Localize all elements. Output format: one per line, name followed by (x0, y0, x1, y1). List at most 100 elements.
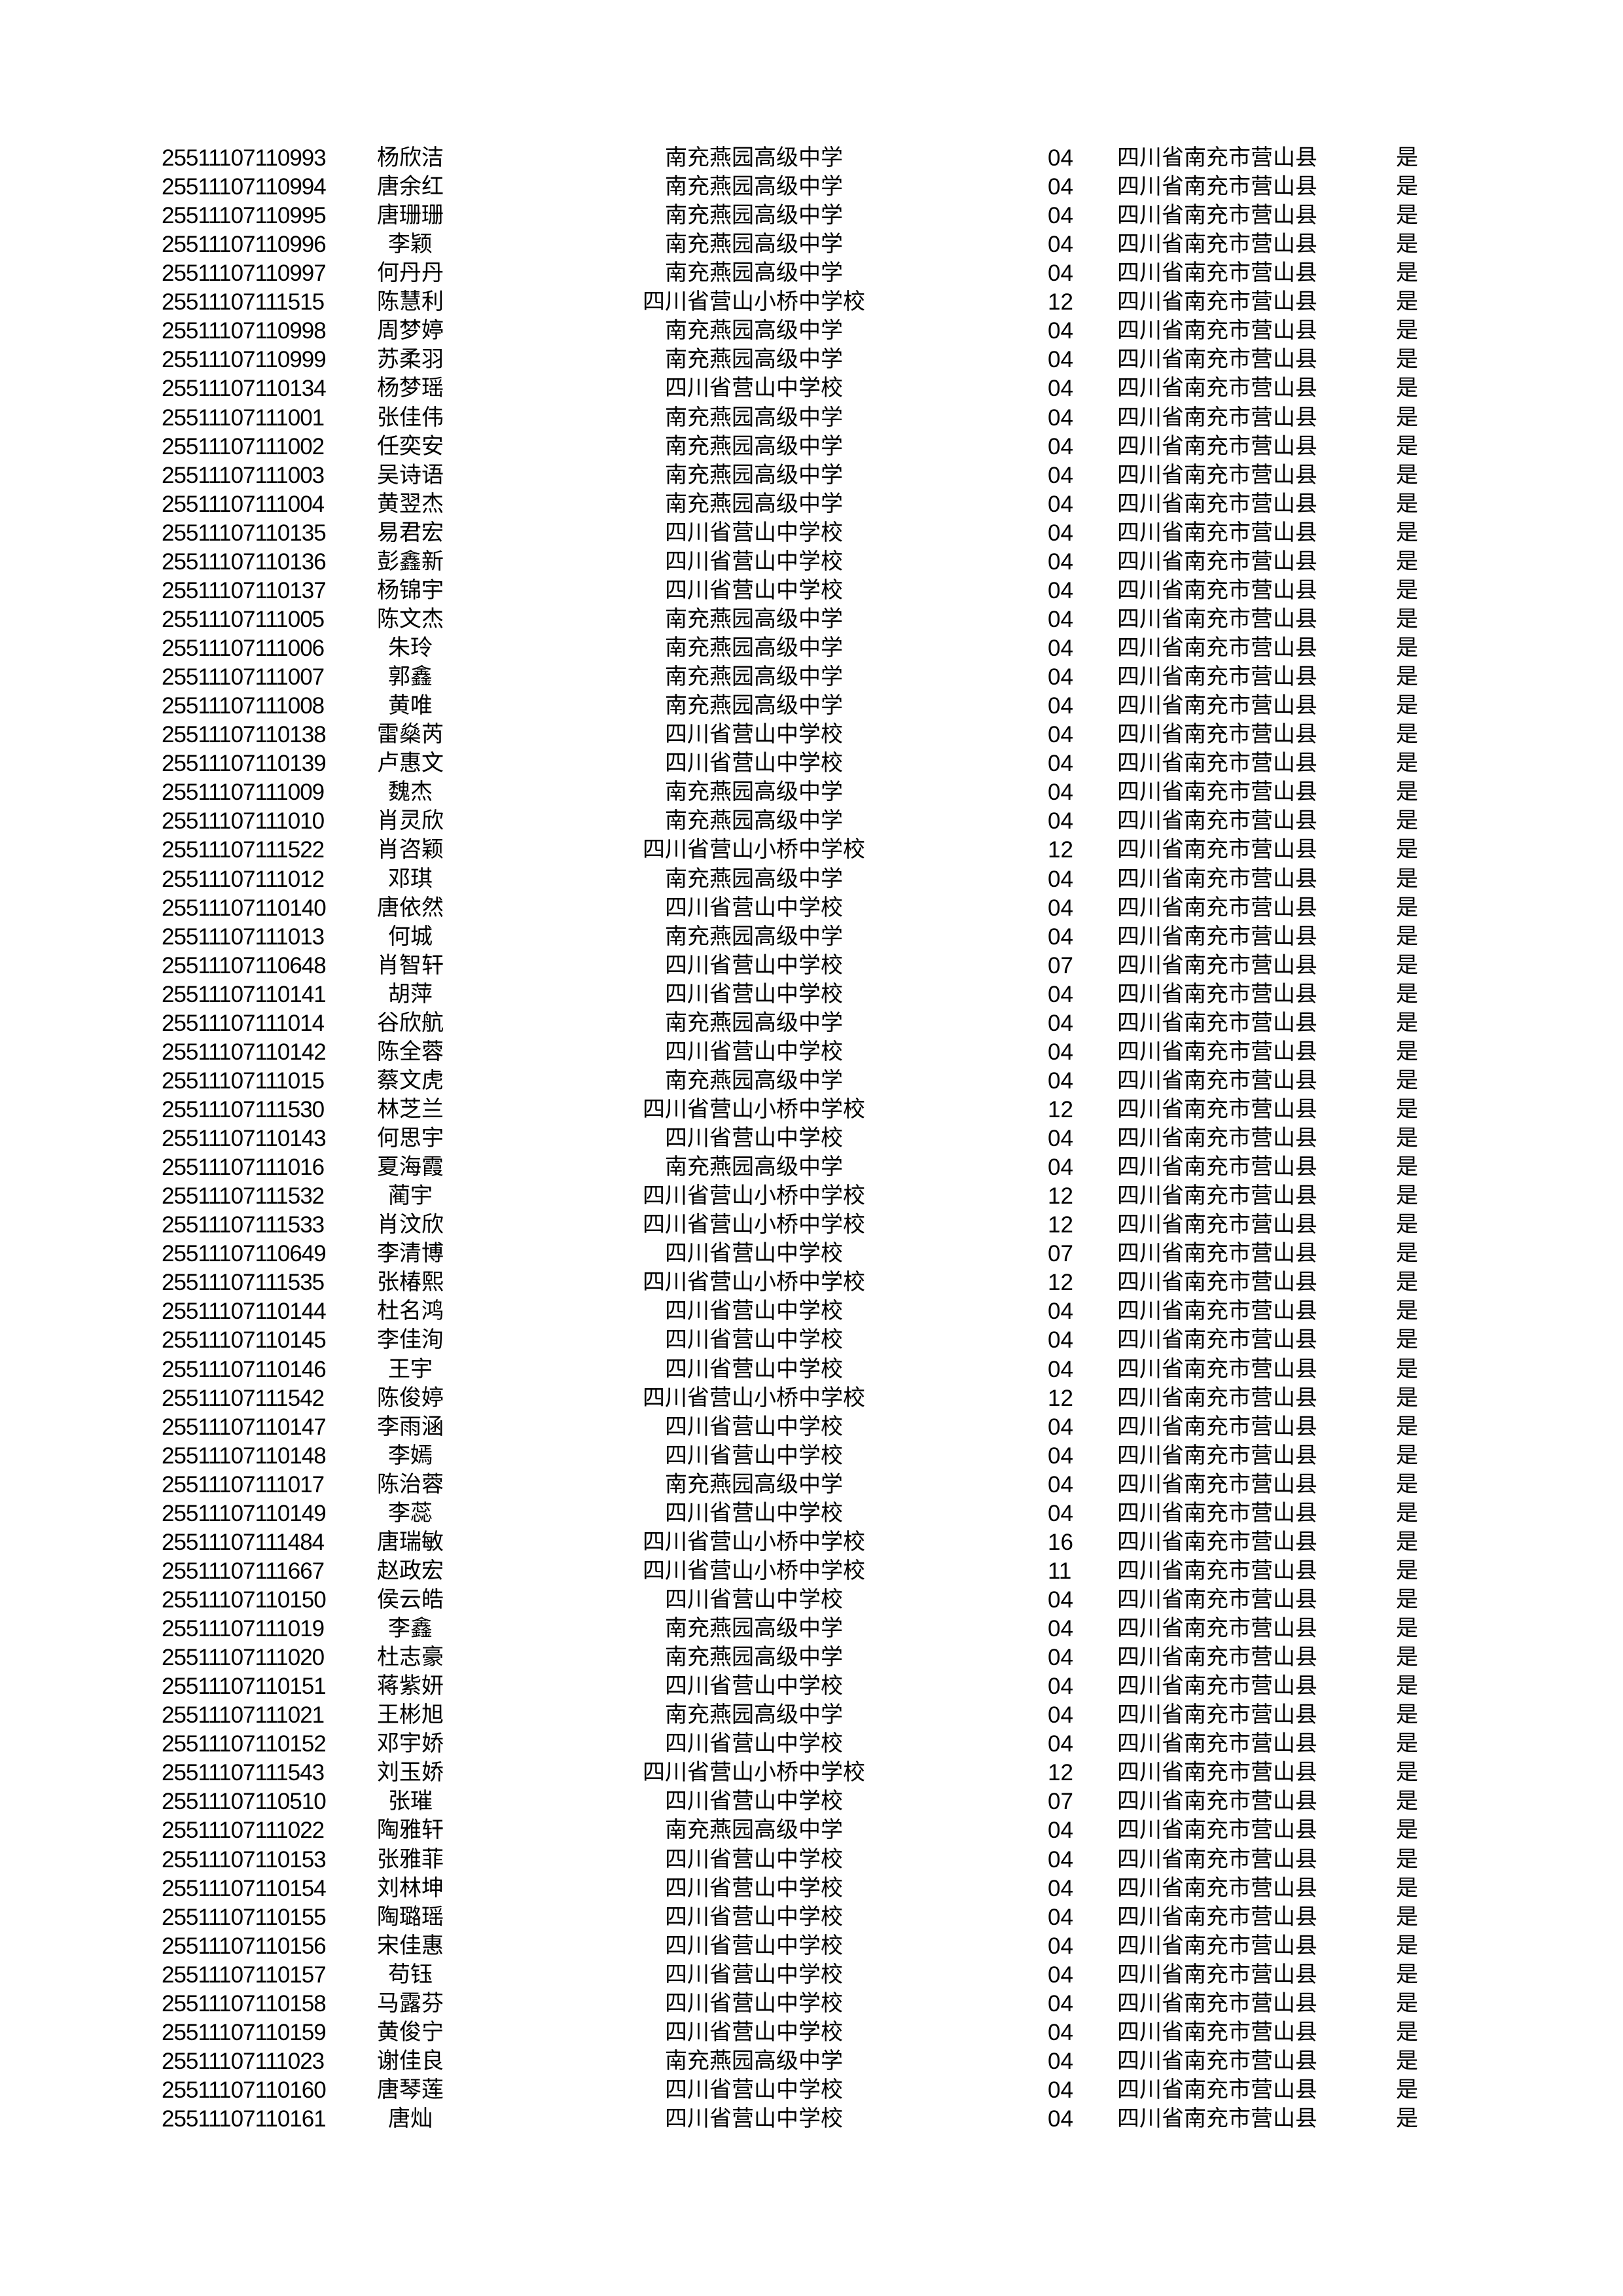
table-row: 25511107110996 李颖 南充燕园高级中学 04 四川省南充市营山县 是 (0, 230, 1623, 259)
district-cell: 四川省南充市营山县 (1117, 982, 1317, 1007)
school-cell: 南充燕园高级中学 (665, 924, 843, 949)
code-cell: 04 (1048, 1645, 1073, 1671)
code-cell: 04 (1048, 433, 1073, 459)
confirm-flag-cell: 是 (1396, 1213, 1418, 1238)
student-id-cell: 25511107111535 (162, 1270, 325, 1296)
confirm-flag-cell: 是 (1396, 1905, 1418, 1929)
table-row: 25511107111016 夏海霞 南充燕园高级中学 04 四川省南充市营山县 是 (0, 1153, 1623, 1182)
student-name-cell: 李清博 (377, 1242, 444, 1266)
student-name-cell: 任奕安 (377, 434, 444, 459)
district-cell: 四川省南充市营山县 (1117, 175, 1317, 200)
code-cell: 04 (1048, 577, 1073, 603)
table-row: 25511107110149 李蕊 四川省营山中学校 04 四川省南充市营山县 是 (0, 1499, 1623, 1528)
table-row: 25511107111002 任奕安 南充燕园高级中学 04 四川省南充市营山县 是 (0, 433, 1623, 461)
student-id-cell: 25511107111017 (162, 1471, 325, 1498)
code-cell: 04 (1048, 981, 1073, 1007)
table-row: 25511107110138 雷燊芮 四川省营山中学校 04 四川省南充市营山县 是 (0, 721, 1623, 749)
school-cell: 南充燕园高级中学 (665, 1068, 843, 1093)
school-cell: 四川省营山中学校 (665, 982, 843, 1007)
confirm-flag-cell: 是 (1396, 1933, 1418, 1958)
table-row: 25511107110510 张璀 四川省营山中学校 07 四川省南充市营山县 是 (0, 1787, 1623, 1816)
confirm-flag-cell: 是 (1396, 723, 1418, 747)
school-cell: 南充燕园高级中学 (665, 2049, 843, 2073)
code-cell: 04 (1048, 1356, 1073, 1382)
table-row: 25511107111020 杜志豪 南充燕园高级中学 04 四川省南充市营山县 是 (0, 1643, 1623, 1672)
student-id-cell: 25511107110153 (162, 1846, 327, 1873)
school-cell: 四川省营山中学校 (665, 1126, 843, 1151)
code-cell: 12 (1048, 1183, 1073, 1210)
school-cell: 四川省营山中学校 (665, 1501, 843, 1526)
student-name-cell: 唐珊珊 (377, 204, 444, 228)
school-cell: 四川省营山中学校 (665, 723, 843, 747)
district-cell: 四川省南充市营山县 (1117, 1126, 1317, 1151)
confirm-flag-cell: 是 (1396, 751, 1418, 776)
table-row: 25511107111542 陈俊婷 四川省营山小桥中学校 12 四川省南充市营山县 是 (0, 1384, 1623, 1413)
district-cell: 四川省南充市营山县 (1117, 809, 1317, 834)
district-cell: 四川省南充市营山县 (1117, 1184, 1317, 1209)
student-name-cell: 肖灵欣 (377, 809, 444, 834)
student-name-cell: 肖汶欣 (377, 1213, 444, 1238)
student-name-cell: 李佳洵 (377, 1328, 444, 1353)
confirm-flag-cell: 是 (1396, 1357, 1418, 1382)
code-cell: 04 (1048, 260, 1073, 287)
table-row: 25511107111019 李鑫 南充燕园高级中学 04 四川省南充市营山县 是 (0, 1615, 1623, 1643)
code-cell: 04 (1048, 1500, 1073, 1526)
confirm-flag-cell: 是 (1396, 348, 1418, 372)
district-cell: 四川省南充市营山县 (1117, 232, 1317, 257)
school-cell: 南充燕园高级中学 (665, 665, 843, 690)
code-cell: 04 (1048, 1616, 1073, 1642)
confirm-flag-cell: 是 (1396, 694, 1418, 719)
table-row: 25511107110150 侯云皓 四川省营山中学校 04 四川省南充市营山县 是 (0, 1586, 1623, 1615)
student-id-cell: 25511107110158 (162, 1990, 327, 2017)
student-id-cell: 25511107110145 (162, 1327, 327, 1354)
school-cell: 南充燕园高级中学 (665, 780, 843, 805)
confirm-flag-cell: 是 (1396, 665, 1418, 690)
student-id-cell: 25511107111667 (162, 1558, 325, 1584)
table-row: 25511107110995 唐珊珊 南充燕园高级中学 04 四川省南充市营山县 是 (0, 202, 1623, 230)
confirm-flag-cell: 是 (1396, 2107, 1418, 2132)
district-cell: 四川省南充市营山县 (1117, 1617, 1317, 1641)
district-cell: 四川省南充市营山县 (1117, 694, 1317, 719)
student-id-cell: 25511107111010 (162, 808, 325, 834)
student-id-cell: 25511107111515 (162, 289, 325, 315)
student-id-cell: 25511107111007 (162, 664, 325, 691)
table-row: 25511107110161 唐灿 四川省营山中学校 04 四川省南充市营山县 是 (0, 2105, 1623, 2134)
code-cell: 04 (1048, 2106, 1073, 2132)
district-cell: 四川省南充市营山县 (1117, 549, 1317, 574)
school-cell: 南充燕园高级中学 (665, 867, 843, 891)
student-name-cell: 马露芬 (377, 1991, 444, 2016)
confirm-flag-cell: 是 (1396, 578, 1418, 603)
district-cell: 四川省南充市营山县 (1117, 1761, 1317, 1785)
table-row: 25511107110147 李雨涵 四川省营山中学校 04 四川省南充市营山县 是 (0, 1413, 1623, 1442)
confirm-flag-cell: 是 (1396, 1097, 1418, 1122)
student-name-cell: 唐灿 (388, 2107, 433, 2132)
code-cell: 12 (1048, 1270, 1073, 1296)
confirm-flag-cell: 是 (1396, 924, 1418, 949)
code-cell: 04 (1048, 520, 1073, 546)
confirm-flag-cell: 是 (1396, 1847, 1418, 1872)
district-cell: 四川省南充市营山县 (1117, 1703, 1317, 1728)
student-name-cell: 黄翌杰 (377, 492, 444, 516)
school-cell: 四川省营山小桥中学校 (643, 1761, 865, 1785)
school-cell: 南充燕园高级中学 (665, 348, 843, 372)
student-id-cell: 25511107110161 (162, 2106, 327, 2132)
school-cell: 四川省营山小桥中学校 (643, 838, 865, 863)
confirm-flag-cell: 是 (1396, 319, 1418, 344)
student-id-cell: 25511107110140 (162, 895, 327, 921)
table-row: 25511107110997 何丹丹 南充燕园高级中学 04 四川省南充市营山县 是 (0, 259, 1623, 288)
student-name-cell: 侯云皓 (377, 1588, 444, 1612)
student-id-cell: 25511107110143 (162, 1126, 327, 1152)
student-name-cell: 李蕊 (388, 1501, 433, 1526)
code-cell: 04 (1048, 808, 1073, 834)
table-row: 25511107110145 李佳洵 四川省营山中学校 04 四川省南充市营山县 是 (0, 1326, 1623, 1355)
code-cell: 04 (1048, 1067, 1073, 1094)
school-cell: 四川省营山小桥中学校 (643, 1558, 865, 1583)
table-row: 25511107110999 苏柔羽 南充燕园高级中学 04 四川省南充市营山县 是 (0, 346, 1623, 374)
code-cell: 04 (1048, 1962, 1073, 1988)
confirm-flag-cell: 是 (1396, 1443, 1418, 1468)
table-row: 25511107110160 唐琴莲 四川省营山中学校 04 四川省南充市营山县 是 (0, 2076, 1623, 2105)
table-row: 25511107111021 王彬旭 南充燕园高级中学 04 四川省南充市营山县 是 (0, 1701, 1623, 1730)
district-cell: 四川省南充市营山县 (1117, 1789, 1317, 1814)
confirm-flag-cell: 是 (1396, 290, 1418, 315)
